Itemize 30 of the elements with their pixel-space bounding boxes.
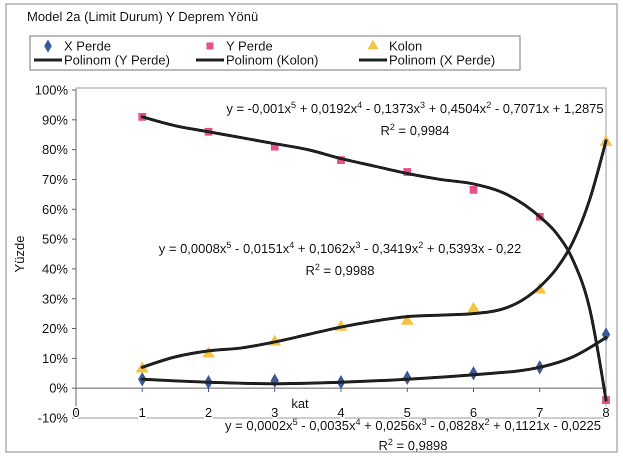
y-tick-label: 20% — [42, 321, 68, 336]
legend-label: Polinom (X Perde) — [389, 52, 496, 68]
text: y = 0,0008x$^{5}$ - 0,0151x$^{4}$ + 0,1062x$^{3}$ - 0,3419x$^{2}$ + 0,5393x - 0,22 — [158, 240, 522, 256]
legend-label: Polinom (Y Perde) — [64, 52, 170, 68]
text: y = -0,001x$^{5}$ + 0,0192x$^{4}$ - 0,1373x$^{3}$ + 0,4504x$^{2}$ - 0,7071x + 1,2875 — [226, 100, 604, 116]
point — [470, 186, 478, 194]
y-tick-label: 50% — [42, 232, 68, 247]
y-tick-label: 90% — [42, 112, 68, 128]
y-tick-label: -10% — [38, 410, 68, 426]
legend-label: Kolon — [389, 38, 422, 54]
y-tick-label: 40% — [42, 261, 68, 276]
x-tick-label: 2 — [204, 405, 212, 420]
legend-label: Polinom (Kolon) — [226, 52, 318, 68]
text: R$^{2}$ = 0,9898 — [378, 437, 448, 453]
x-tick-label: 8 — [602, 405, 610, 420]
chart-title: Model 2a (Limit Durum) Y Deprem Yönü — [27, 9, 258, 24]
annotation: R$^{2}$ = 0,9984 — [380, 122, 450, 138]
y-tick-label: 30% — [42, 291, 68, 306]
y-tick-label: 100% — [34, 82, 68, 98]
x-tick-label: 1 — [138, 405, 146, 420]
legend-label: Y Perde — [226, 38, 273, 54]
y-tick-label: 10% — [42, 350, 68, 366]
y-tick-label: 0% — [49, 380, 68, 396]
y-tick-label: 60% — [42, 202, 68, 217]
y-axis-title: Yüzde — [12, 236, 27, 272]
y-tick-label: 70% — [42, 172, 68, 188]
legend-label: X Perde — [64, 38, 111, 54]
annotation: R$^{2}$ = 0,9988 — [305, 262, 375, 278]
x-axis-title: kat — [291, 396, 310, 412]
y-tick-label: 80% — [42, 142, 68, 158]
